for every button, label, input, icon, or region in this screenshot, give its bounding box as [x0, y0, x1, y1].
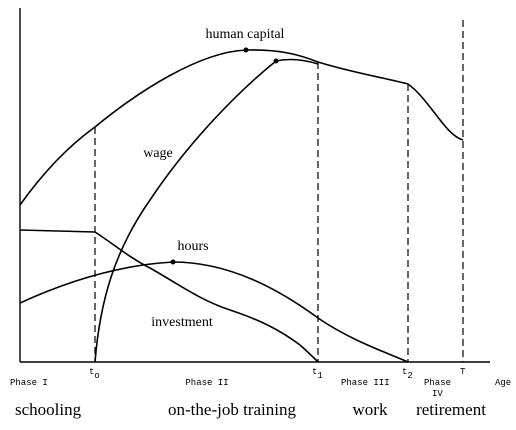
- curve-label: investment: [151, 315, 213, 330]
- curve-label: hours: [177, 239, 208, 254]
- curve-label: human capital: [206, 27, 285, 42]
- human-capital-curve: [19, 49, 464, 206]
- marker: T: [460, 367, 466, 377]
- wage-curve: [94, 58, 319, 363]
- peak-dot: [243, 47, 249, 53]
- marker: t2: [402, 367, 413, 381]
- phase-label: Phase III: [341, 378, 390, 388]
- marker: to: [89, 367, 100, 381]
- peak-dot: [273, 58, 279, 64]
- curve-label: wage: [143, 146, 173, 161]
- peak-dot: [170, 259, 176, 265]
- axis-label: Age: [495, 378, 511, 388]
- stage-label: on-the-job training: [168, 400, 296, 419]
- stage-label: schooling: [15, 400, 82, 419]
- marker: t1: [312, 367, 323, 381]
- hours-curve: [19, 261, 409, 363]
- stage-label: retirement: [416, 400, 486, 419]
- phase-label: Phase II: [185, 378, 228, 388]
- stage-label: work: [353, 400, 388, 419]
- phase-label: Phase: [424, 378, 451, 388]
- phase-label: IV: [432, 389, 443, 399]
- investment-curve: [19, 229, 319, 363]
- phase-label: Phase I: [10, 378, 48, 388]
